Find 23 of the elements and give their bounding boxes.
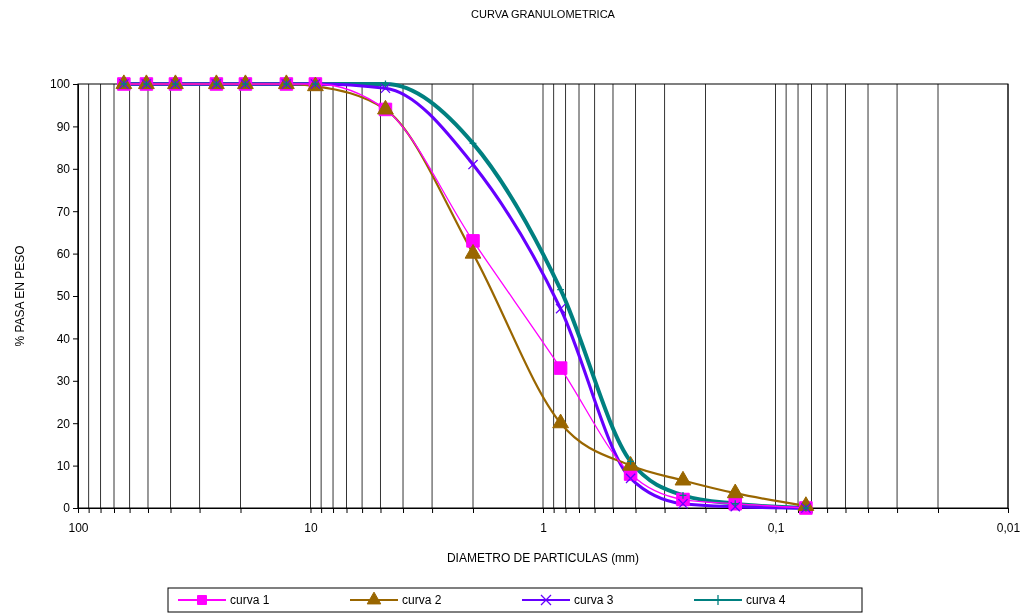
y-tick-label: 90 bbox=[56, 119, 71, 134]
x-axis-title: DIAMETRO DE PARTICULAS (mm) bbox=[446, 551, 640, 565]
x-tick-label: 100 bbox=[68, 520, 89, 535]
x-tick-label: 10 bbox=[304, 520, 318, 535]
legend-label: curva 4 bbox=[746, 593, 786, 607]
y-tick-label: 60 bbox=[56, 246, 71, 261]
x-tick-label: 1 bbox=[540, 520, 548, 535]
y-tick-label: 70 bbox=[56, 204, 71, 219]
y-tick-label: 0 bbox=[63, 501, 71, 516]
y-tick-label: 100 bbox=[49, 77, 71, 92]
y-tick-label: 40 bbox=[56, 331, 71, 346]
y-tick-label: 20 bbox=[56, 416, 71, 431]
y-tick-label: 80 bbox=[56, 162, 71, 177]
y-axis-title: % PASA EN PESO bbox=[13, 245, 27, 347]
legend-label: curva 1 bbox=[230, 593, 270, 607]
x-tick-label: 0,01 bbox=[996, 520, 1021, 535]
legend-label: curva 3 bbox=[574, 593, 614, 607]
x-tick-label: 0,1 bbox=[767, 520, 785, 535]
y-tick-label: 30 bbox=[56, 374, 71, 389]
legend-label: curva 2 bbox=[402, 593, 442, 607]
y-tick-label: 50 bbox=[56, 289, 71, 304]
chart-title: CURVA GRANULOMETRICA bbox=[471, 8, 616, 20]
y-tick-label: 10 bbox=[56, 458, 71, 473]
